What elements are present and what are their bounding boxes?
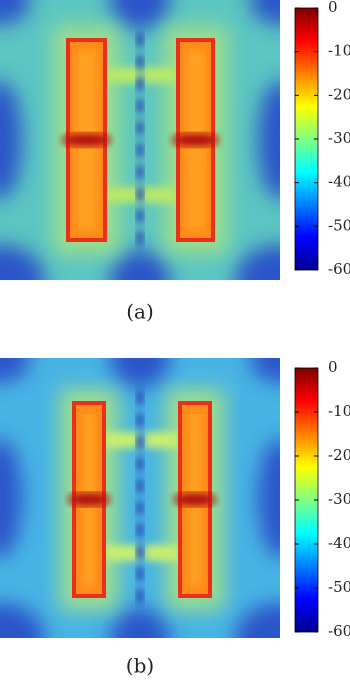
low-region: [110, 608, 170, 638]
panel: 0 -10 -20 -30 -40 -50 -60 (b): [0, 358, 350, 678]
center-line: [136, 32, 144, 246]
center-spot: [136, 32, 144, 48]
heatmap: [0, 358, 280, 638]
low-region: [110, 250, 170, 280]
center-spot: [136, 412, 144, 428]
center-spot: [136, 456, 144, 472]
caption: (b): [126, 654, 154, 678]
center-spot: [136, 478, 144, 494]
low-field: [0, 358, 280, 638]
colorbar-tick-label: -30: [328, 490, 350, 508]
arm: [145, 432, 180, 448]
center-spot: [136, 76, 144, 92]
arm: [105, 187, 140, 203]
center-spot: [136, 186, 144, 202]
center-spot: [136, 120, 144, 136]
low-region: [235, 603, 280, 638]
colorbar-tick-label: -60: [328, 260, 350, 278]
arm: [143, 187, 178, 203]
colorbar-tick-label: -10: [328, 42, 350, 60]
colorbar-tick-label: 0: [328, 0, 338, 16]
colorbar-tick-label: -40: [328, 534, 350, 552]
element-hotspot: [172, 133, 219, 147]
colorbar-tick-label: -50: [328, 578, 350, 596]
center-spot: [136, 208, 144, 224]
low-region: [0, 80, 22, 200]
center-spot: [136, 544, 144, 560]
colorbar-tick-label: -20: [328, 446, 350, 464]
colorbar-tick-label: -60: [328, 622, 350, 640]
low-region: [0, 438, 22, 558]
low-region: [258, 80, 280, 200]
low-region: [110, 0, 170, 30]
colorbar-tick-label: -30: [328, 129, 350, 147]
low-field: [0, 0, 280, 280]
center-spot: [136, 566, 144, 582]
arm: [145, 545, 180, 561]
arm: [104, 432, 139, 448]
arm: [105, 67, 140, 83]
arm: [143, 67, 178, 83]
center-spot: [136, 164, 144, 180]
low-region: [0, 603, 45, 638]
low-region: [258, 438, 280, 558]
colorbar-tick-label: -50: [328, 216, 350, 234]
colorbar-tick-label: -40: [328, 173, 350, 191]
center-spot: [136, 434, 144, 450]
element-hotspot: [68, 492, 110, 507]
element-hotspot: [174, 492, 216, 507]
element-hotspot: [62, 133, 111, 147]
center-spot: [136, 588, 144, 604]
low-region: [250, 358, 280, 383]
center-spot: [136, 98, 144, 114]
low-region: [0, 358, 30, 383]
center-spot: [136, 390, 144, 406]
caption: (a): [126, 300, 154, 324]
low-region: [110, 358, 170, 388]
low-region: [235, 245, 280, 280]
arms: [105, 67, 178, 203]
colorbar-tick-label: -10: [328, 402, 350, 420]
low-region: [0, 245, 45, 280]
panel: 0 -10 -20 -30 -40 -50 -60 (a): [0, 0, 350, 324]
arms: [104, 432, 180, 561]
heatmap: [0, 0, 280, 280]
colorbar-tick-label: -20: [328, 85, 350, 103]
low-region: [0, 0, 30, 25]
center-spot: [136, 500, 144, 516]
colorbar-tick-label: 0: [328, 358, 338, 376]
center-line: [136, 390, 144, 604]
center-spot: [136, 54, 144, 70]
center-spot: [136, 230, 144, 246]
arm: [104, 545, 139, 561]
center-spot: [136, 142, 144, 158]
center-spot: [136, 522, 144, 538]
low-region: [250, 0, 280, 25]
